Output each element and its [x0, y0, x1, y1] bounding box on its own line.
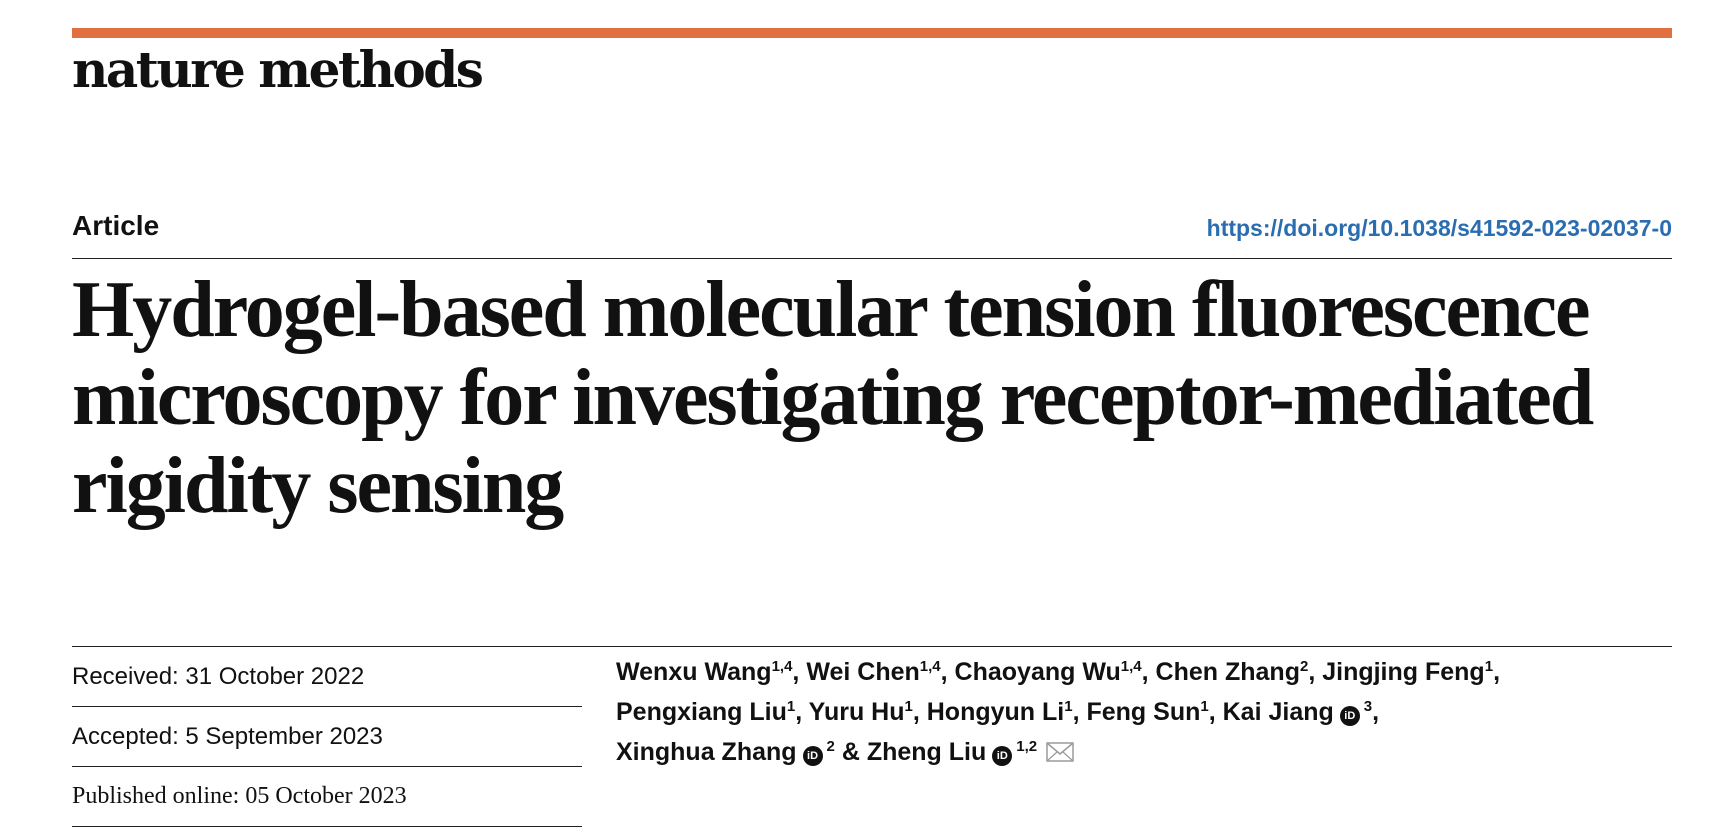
received-date: Received: 31 October 2022 — [72, 647, 582, 707]
author-name[interactable]: Yuru Hu — [808, 698, 905, 726]
author-name[interactable]: Wei Chen — [806, 658, 920, 686]
orcid-icon[interactable]: iD — [992, 746, 1013, 766]
author-name[interactable]: Jingjing Feng — [1322, 658, 1485, 686]
doi-link[interactable]: https://doi.org/10.1038/s41592-023-02037… — [1206, 215, 1672, 241]
article-title: Hydrogel-based molecular tension fluores… — [72, 266, 1594, 530]
affiliation-marker[interactable]: 2 — [1299, 658, 1309, 675]
author-separator: , — [1208, 698, 1223, 726]
affiliation-marker[interactable]: 1 — [1064, 698, 1073, 715]
affiliation-marker[interactable]: 1 — [1484, 658, 1494, 675]
orcid-icon[interactable]: iD — [802, 746, 823, 766]
author-name[interactable]: Zheng Liu — [866, 738, 987, 766]
affiliation-marker[interactable]: 1 — [1200, 698, 1209, 715]
author-separator: , — [1372, 698, 1380, 726]
journal-name[interactable]: nature methods — [72, 40, 484, 99]
author[interactable]: Wenxu Wang1,4 — [616, 658, 792, 686]
author[interactable]: Pengxiang Liu1 — [616, 698, 795, 726]
author[interactable]: Zheng Liu iD1,2 — [867, 738, 1037, 766]
affiliation-marker[interactable]: 1 — [786, 698, 796, 715]
author-name[interactable]: Chaoyang Wu — [954, 658, 1121, 686]
author[interactable]: Chaoyang Wu1,4 — [955, 658, 1142, 686]
affiliation-marker[interactable]: 1,4 — [1120, 658, 1142, 675]
affiliation-marker[interactable]: 3 — [1363, 698, 1373, 715]
author[interactable]: Yuru Hu1 — [809, 698, 913, 726]
author-separator: & — [834, 738, 867, 766]
author[interactable]: Jingjing Feng1 — [1322, 658, 1493, 686]
author-name[interactable]: Chen Zhang — [1155, 658, 1300, 686]
author-name[interactable]: Pengxiang Liu — [616, 698, 787, 726]
author[interactable]: Kai Jiang iD3 — [1222, 698, 1373, 726]
author-name[interactable]: Hongyun Li — [926, 698, 1065, 726]
envelope-icon[interactable] — [1046, 734, 1074, 774]
author-name[interactable]: Kai Jiang — [1222, 698, 1334, 726]
meta-divider — [72, 646, 1672, 647]
author-separator: , — [1308, 658, 1323, 686]
author-name[interactable]: Feng Sun — [1086, 698, 1201, 726]
affiliation-marker[interactable]: 1,2 — [1016, 738, 1038, 755]
author-name[interactable]: Xinghua Zhang — [616, 738, 797, 766]
author-separator: , — [795, 698, 809, 726]
author-name[interactable]: Wenxu Wang — [616, 658, 772, 686]
title-divider — [72, 258, 1672, 259]
author-separator: , — [1493, 658, 1501, 686]
author[interactable]: Wei Chen1,4 — [806, 658, 940, 686]
journal-accent-bar — [72, 28, 1672, 38]
affiliation-marker[interactable]: 1,4 — [771, 658, 793, 675]
published-date: Published online: 05 October 2023 — [72, 767, 582, 827]
accepted-date: Accepted: 5 September 2023 — [72, 707, 582, 767]
author-separator: , — [940, 658, 955, 686]
orcid-icon[interactable]: iD — [1339, 706, 1360, 726]
affiliation-marker[interactable]: 1 — [904, 698, 913, 715]
author-separator: , — [1141, 658, 1156, 686]
author[interactable]: Feng Sun1 — [1086, 698, 1208, 726]
affiliation-marker[interactable]: 1,4 — [919, 658, 941, 675]
publication-dates: Received: 31 October 2022 Accepted: 5 Se… — [72, 647, 582, 827]
author[interactable]: Hongyun Li1 — [927, 698, 1073, 726]
author-separator: , — [1072, 698, 1087, 726]
author[interactable]: Chen Zhang2 — [1156, 658, 1309, 686]
author-separator: , — [912, 698, 927, 726]
article-type: Article — [72, 210, 160, 241]
affiliation-marker[interactable]: 2 — [826, 738, 835, 755]
author[interactable]: Xinghua Zhang iD2 — [616, 738, 835, 766]
author-list: Wenxu Wang1,4, Wei Chen1,4, Chaoyang Wu1… — [616, 652, 1666, 774]
author-separator: , — [792, 658, 807, 686]
